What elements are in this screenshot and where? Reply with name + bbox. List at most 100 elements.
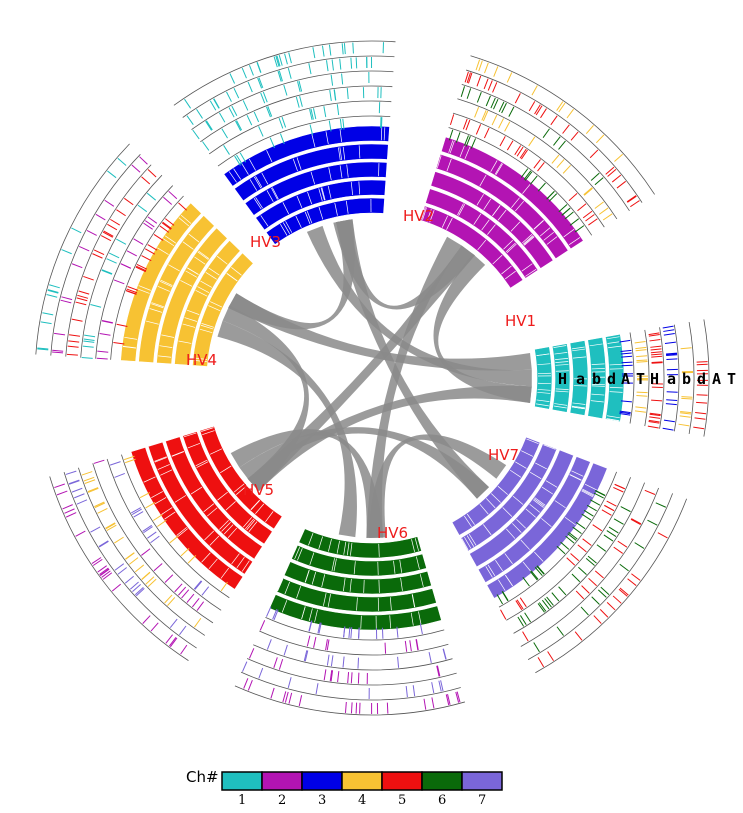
track-gap bbox=[198, 250, 210, 259]
track-gap bbox=[195, 290, 208, 297]
feature-tick bbox=[37, 348, 49, 351]
outer-ring bbox=[95, 185, 174, 359]
feature-tick bbox=[266, 639, 272, 650]
outer-ring bbox=[49, 476, 189, 661]
feature-tick bbox=[627, 195, 637, 203]
feature-tick bbox=[522, 631, 529, 642]
feature-tick bbox=[631, 573, 641, 581]
feature-tick bbox=[105, 522, 116, 529]
feature-tick bbox=[582, 538, 592, 546]
feature-tick bbox=[602, 213, 613, 221]
track-gap bbox=[253, 176, 262, 189]
feature-tick bbox=[328, 44, 332, 56]
feature-tick bbox=[523, 170, 532, 180]
feature-tick bbox=[551, 592, 560, 602]
track-gap bbox=[266, 190, 274, 202]
feature-tick bbox=[287, 67, 292, 79]
feature-tick bbox=[566, 557, 576, 566]
track-gap bbox=[539, 227, 551, 237]
track-gap bbox=[555, 358, 569, 361]
track-gap bbox=[505, 574, 513, 587]
track-band bbox=[569, 340, 589, 416]
feature-tick bbox=[535, 105, 543, 116]
track-gap bbox=[525, 508, 536, 518]
track-gap bbox=[151, 302, 164, 308]
feature-tick bbox=[490, 97, 496, 109]
track-label: T bbox=[636, 370, 645, 388]
outer-ring bbox=[265, 616, 445, 641]
feature-tick bbox=[696, 401, 708, 404]
feature-tick bbox=[524, 171, 533, 181]
feature-tick bbox=[157, 519, 167, 527]
track-gap bbox=[523, 235, 534, 245]
feature-tick bbox=[71, 263, 83, 269]
track-gap bbox=[429, 210, 435, 223]
feature-tick bbox=[546, 190, 555, 200]
feature-tick bbox=[234, 155, 241, 166]
track-gap bbox=[522, 561, 532, 573]
track-gap bbox=[506, 243, 517, 254]
feature-tick bbox=[597, 589, 607, 598]
track-gap bbox=[321, 187, 326, 201]
track-label: d bbox=[697, 370, 706, 388]
track-gap bbox=[554, 352, 568, 355]
feature-tick bbox=[196, 108, 203, 119]
feature-tick bbox=[143, 526, 153, 534]
segment-label: HV4 bbox=[186, 351, 217, 369]
track-gap bbox=[497, 485, 508, 495]
feature-tick bbox=[436, 665, 441, 677]
feature-tick bbox=[236, 154, 243, 165]
feature-tick bbox=[562, 164, 571, 174]
track-band bbox=[156, 227, 228, 365]
track-gap bbox=[280, 224, 288, 236]
feature-tick bbox=[328, 120, 332, 132]
feature-tick bbox=[562, 124, 570, 134]
feature-tick bbox=[616, 180, 626, 189]
track-gap bbox=[541, 486, 554, 495]
feature-tick bbox=[621, 355, 633, 358]
feature-tick bbox=[295, 96, 300, 108]
feature-tick bbox=[619, 411, 631, 415]
track-gap bbox=[157, 464, 170, 470]
feature-tick bbox=[558, 204, 568, 213]
track-gap bbox=[516, 518, 526, 529]
track-gap bbox=[571, 405, 585, 409]
feature-tick bbox=[258, 126, 264, 137]
track-gap bbox=[569, 474, 582, 481]
feature-tick bbox=[318, 622, 322, 634]
track-gap bbox=[309, 552, 315, 566]
feature-tick bbox=[67, 345, 79, 348]
feature-tick bbox=[575, 590, 585, 600]
feature-tick bbox=[164, 594, 173, 604]
track-gap bbox=[606, 336, 620, 340]
feature-tick bbox=[110, 218, 120, 226]
feature-tick bbox=[194, 617, 202, 628]
track-gap bbox=[479, 174, 487, 187]
track-gap bbox=[345, 200, 349, 214]
feature-tick bbox=[71, 487, 83, 493]
feature-tick bbox=[694, 417, 706, 420]
feature-tick bbox=[647, 425, 659, 429]
feature-tick bbox=[186, 115, 194, 125]
feature-tick bbox=[257, 77, 263, 89]
track-gap bbox=[145, 320, 159, 325]
feature-tick bbox=[581, 585, 590, 594]
feature-tick bbox=[262, 91, 268, 103]
feature-tick bbox=[135, 266, 146, 273]
track-gap bbox=[572, 356, 586, 359]
track-gap bbox=[328, 538, 332, 552]
feature-tick bbox=[69, 334, 81, 337]
track-gap bbox=[343, 578, 346, 592]
feature-tick bbox=[649, 416, 661, 419]
feature-tick bbox=[308, 620, 313, 632]
feature-tick bbox=[325, 60, 329, 72]
feature-tick bbox=[42, 312, 54, 316]
feature-tick bbox=[498, 101, 505, 113]
feature-tick bbox=[78, 290, 90, 295]
track-gap bbox=[171, 451, 185, 457]
track-gap bbox=[492, 254, 503, 265]
track-gap bbox=[422, 207, 427, 220]
track-gap bbox=[411, 594, 415, 608]
outer-ring bbox=[110, 195, 184, 360]
feature-tick bbox=[533, 159, 541, 169]
